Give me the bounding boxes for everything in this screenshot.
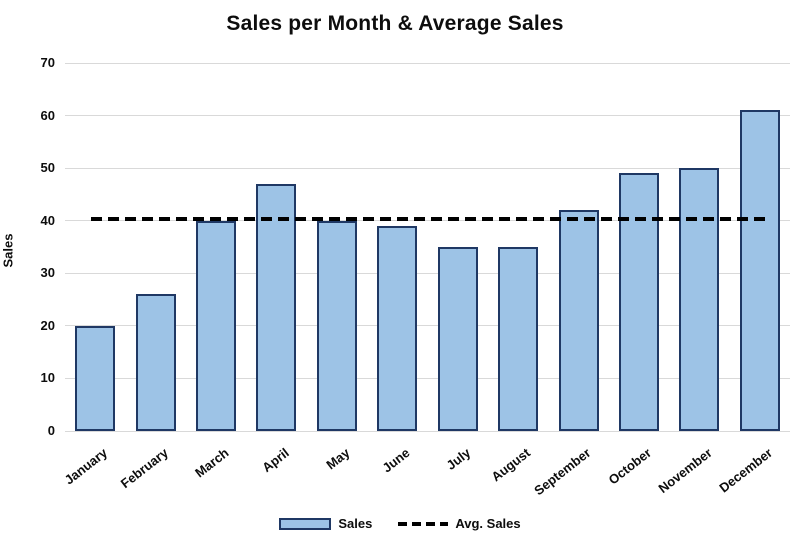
gridline-y-60: [65, 115, 790, 117]
gridline-y-30: [65, 272, 790, 274]
bar-august: [498, 247, 539, 431]
x-tick-label-may: May: [322, 445, 353, 473]
x-tick-label-august: August: [488, 445, 534, 485]
gridline-y-70: [65, 62, 790, 64]
y-tick-label-30: 30: [40, 265, 55, 281]
bar-november: [679, 168, 720, 431]
chart-title: Sales per Month & Average Sales: [226, 12, 564, 35]
avg-sales-dashed-line-swatch-icon: [398, 521, 449, 526]
x-tick-label-july: July: [443, 445, 473, 473]
bar-april: [256, 183, 297, 431]
bar-february: [135, 294, 176, 431]
legend-label-sales: Sales: [338, 516, 373, 531]
average-sales-line: [91, 216, 768, 221]
y-tick-label-70: 70: [40, 55, 55, 70]
x-tick-label-october: October: [605, 445, 655, 488]
y-tick-label-40: 40: [40, 212, 55, 228]
x-tick-label-november: November: [655, 445, 715, 496]
y-tick-label-0: 0: [47, 423, 55, 438]
legend-item-avg-sales: Avg. Sales: [398, 516, 521, 531]
bar-march: [196, 220, 237, 431]
x-tick-label-june: June: [379, 445, 413, 476]
legend-label-avg-sales: Avg. Sales: [455, 516, 521, 531]
y-tick-label-20: 20: [40, 317, 55, 333]
bar-september: [558, 210, 599, 431]
bar-june: [377, 225, 418, 431]
gridline-y-10: [65, 377, 790, 379]
x-tick-label-january: January: [61, 445, 111, 488]
x-tick-label-february: February: [117, 445, 171, 492]
y-tick-label-50: 50: [40, 160, 55, 176]
gridline-y-0: [65, 430, 790, 432]
plot-area: 0 10 20 30 40 50 60 70 January February March April…: [41, 55, 790, 498]
y-tick-label-60: 60: [40, 107, 55, 123]
legend: Sales Avg. Sales: [0, 516, 800, 531]
bar-january: [75, 325, 116, 431]
y-axis-title: Sales: [0, 233, 16, 268]
x-tick-label-september: September: [531, 445, 594, 499]
bar-may: [316, 220, 357, 431]
bar-december: [739, 110, 780, 431]
x-tick-label-december: December: [716, 445, 776, 496]
gridline-y-20: [65, 325, 790, 327]
bar-july: [437, 247, 478, 431]
bar-october: [618, 173, 659, 431]
gridline-y-50: [65, 167, 790, 169]
sales-bar-swatch-icon: [279, 517, 332, 530]
x-tick-label-april: April: [259, 445, 292, 476]
y-tick-label-10: 10: [40, 370, 55, 386]
legend-item-sales: Sales: [279, 516, 372, 531]
x-tick-label-march: March: [191, 445, 232, 481]
